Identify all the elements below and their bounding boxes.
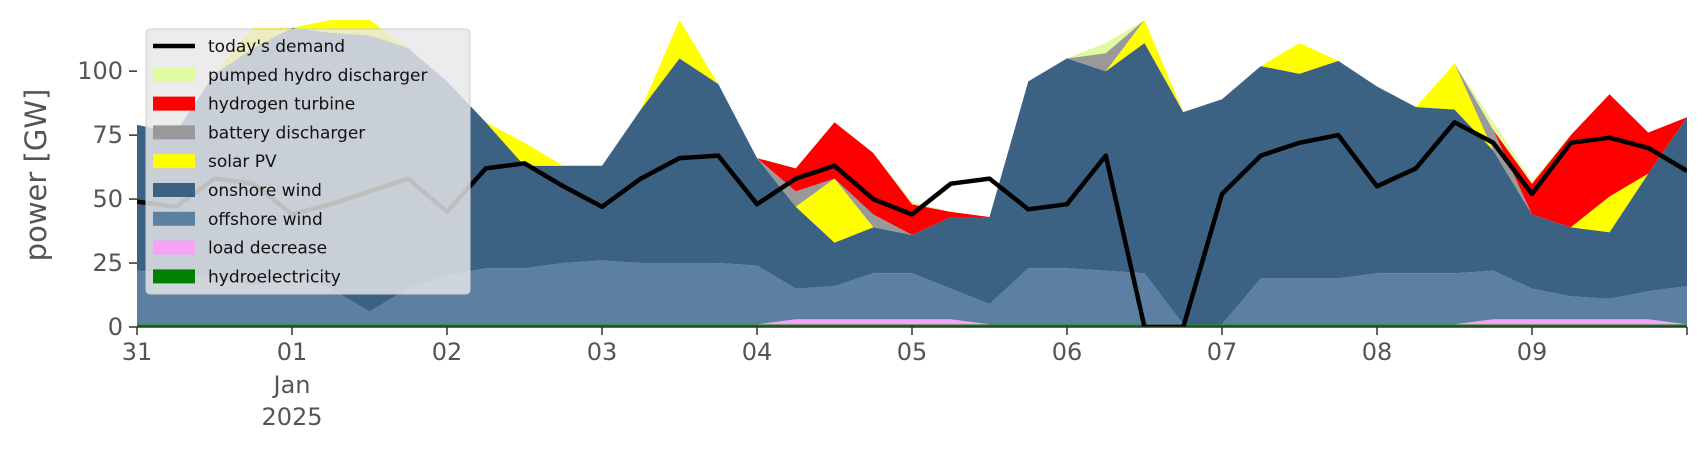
legend-box [145,28,471,295]
x-tick-sublabel: 2025 [261,403,322,431]
area-load-decrease [137,319,1687,325]
legend-label: offshore wind [208,210,323,230]
y-tick-label: 0 [108,313,123,341]
legend-swatch [153,96,195,111]
area-offshore-wind [137,260,1687,325]
legend: today's demand pumped hydro discharger hyd… [145,28,471,295]
legend-label: pumped hydro discharger [208,66,427,86]
legend-item-load-decrease: load decrease [153,239,327,259]
legend-label: load decrease [208,239,327,259]
x-tick-label: 01 [277,338,308,366]
x-tick-label: 02 [432,338,463,366]
legend-swatch [153,67,195,82]
x-tick-label: 31 [122,338,153,366]
legend-label: onshore wind [208,181,322,201]
x-tick-sublabel: Jan [272,371,311,399]
y-axis-title: power [GW] [19,89,53,262]
x-tick-label: 03 [587,338,618,366]
legend-swatch [153,125,195,140]
legend-item-onshore-wind: onshore wind [153,181,322,201]
legend-swatch [153,240,195,255]
legend-item-offshore-wind: offshore wind [153,210,323,230]
legend-swatch [153,269,195,284]
legend-item-hydrogen-turbine: hydrogen turbine [153,95,355,115]
y-tick-label: 25 [92,249,123,277]
legend-label: hydrogen turbine [208,95,355,115]
legend-swatch [153,154,195,169]
x-tick-label: 05 [897,338,928,366]
area-hydrogen-turbine [137,20,1687,235]
legend-item-hydroelectricity: hydroelectricity [153,267,341,287]
axes: 0 25 50 75 100 31 01 Jan 2025 02 03 04 05 06 07 08 09 [77,57,1688,431]
area-onshore-wind [137,27,1687,325]
y-tick-label: 100 [77,57,123,85]
x-tick-label: 04 [742,338,773,366]
legend-item-solar-pv: solar PV [153,152,277,172]
y-tick-label: 50 [92,185,123,213]
legend-item-pumped-hydro-discharger: pumped hydro discharger [153,66,427,86]
legend-item-battery-discharger: battery discharger [153,123,365,143]
x-tick-label: 07 [1207,338,1238,366]
x-tick-label: 08 [1362,338,1393,366]
legend-swatch [153,211,195,226]
legend-label: solar PV [208,152,277,172]
y-tick-label: 75 [92,121,123,149]
legend-label: today's demand [208,37,345,57]
x-tick-label: 06 [1052,338,1083,366]
legend-label: battery discharger [208,123,365,143]
legend-item-today-s-demand: today's demand [153,37,345,57]
legend-label: hydroelectricity [208,267,341,287]
legend-swatch [153,183,195,197]
x-tick-label: 09 [1517,338,1548,366]
